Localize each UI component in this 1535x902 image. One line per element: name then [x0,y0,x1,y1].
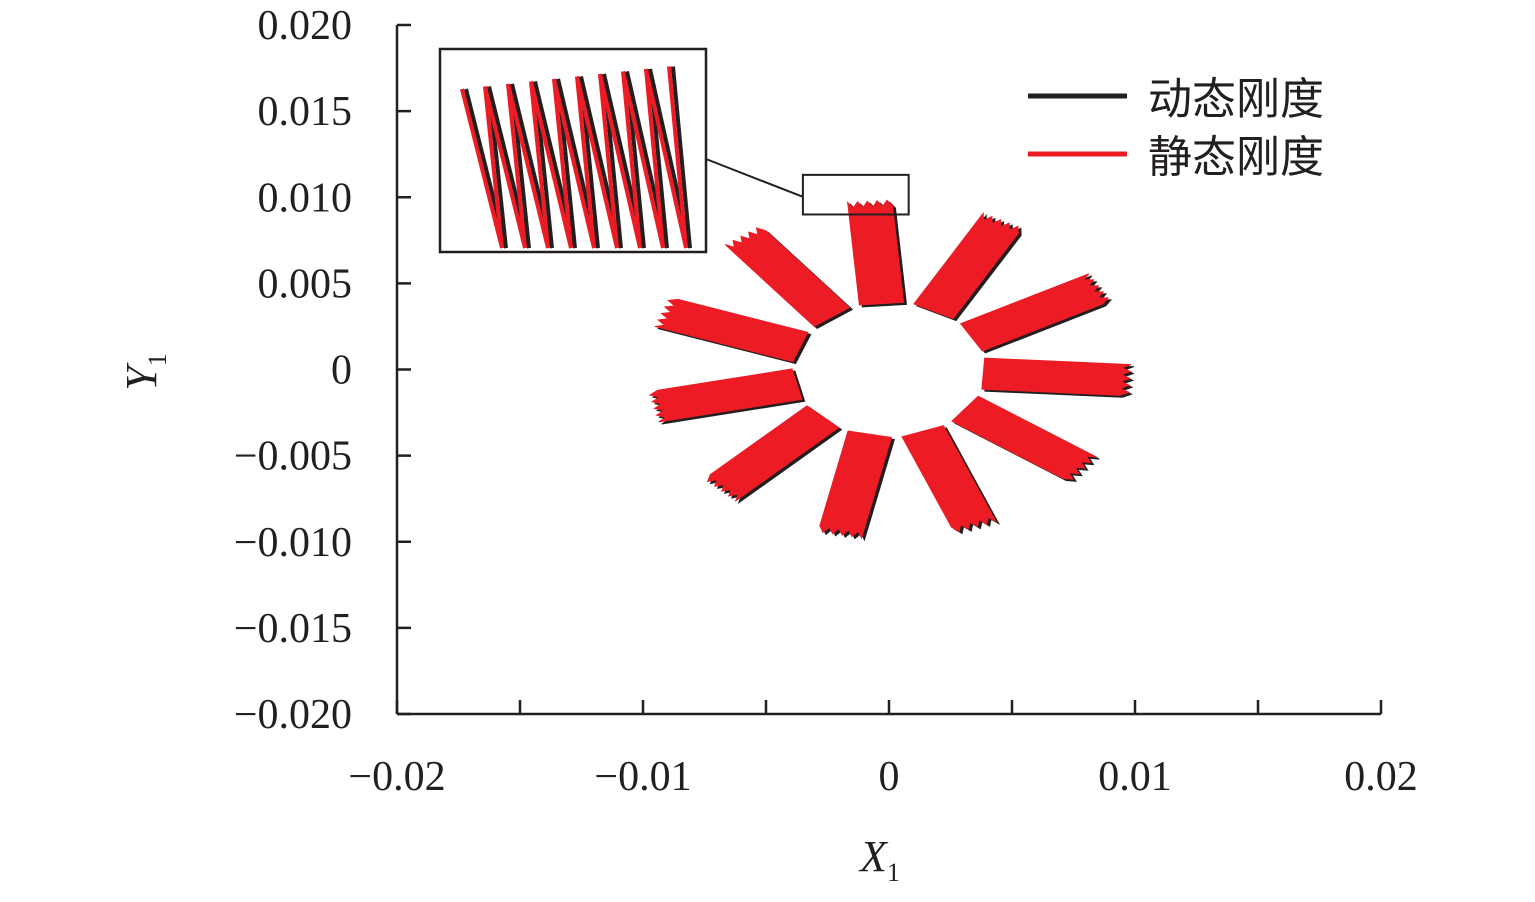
x-tick-label: 0 [879,754,900,800]
y-axis-title: Y1 [117,353,172,390]
y-tick-label: −0.005 [234,434,352,480]
x-tick-label: 0.02 [1344,754,1418,800]
y-tick-label: 0 [331,348,352,394]
y-tick-label: 0.020 [258,3,353,49]
y-tick-label: 0.015 [258,89,353,135]
orbit-layer [648,199,1135,542]
orbit-band [913,211,1019,320]
orbit-band [951,395,1097,480]
zoom-strand [575,73,619,249]
orbit-hole [844,350,934,389]
zoom-strand [487,83,531,249]
zoom-inset [438,47,910,254]
series-1 [648,199,1132,540]
y-tick-label: 0.010 [258,175,353,221]
zoom-strands-static [460,66,688,249]
legend-label-static: 静态刚度 [1148,133,1324,182]
zoom-strand [625,68,669,249]
orbit-band [901,425,998,533]
legend-label-dynamic: 动态刚度 [1148,75,1324,124]
orbit-band [847,199,905,306]
y-axis-label: Y1 [117,353,172,390]
zoom-strand [648,66,692,249]
y-tick-label: −0.020 [234,692,352,738]
zoom-strand [621,68,665,249]
zoom-strand [529,78,573,249]
zoom-connector [705,158,804,198]
zoom-strand [483,83,527,249]
x-tick-label: 0.01 [1098,754,1172,800]
orbit-band [981,357,1132,396]
zoom-strands-dynamic [464,66,692,249]
ticks: 0.0200.0150.0100.0050−0.005−0.010−0.015−… [234,3,1418,800]
zoom-strand [579,73,623,249]
zoom-strand [644,66,688,249]
zoom-strand [460,86,504,249]
zoom-strand [598,71,642,249]
zoom-strand [510,81,554,249]
zoom-strand [602,71,646,249]
orbit-band [654,298,809,363]
y-tick-label: −0.010 [234,520,352,566]
orbit-band [648,368,803,423]
legend: 动态刚度 静态刚度 [1028,75,1324,182]
zoom-source-box [801,173,910,216]
x-tick-label: −0.02 [348,754,445,800]
y-tick-label: 0.005 [258,261,353,307]
orbit-band [819,430,893,540]
x-tick-label: −0.01 [594,754,691,800]
x-axis-label: X1 [858,832,900,887]
zoom-strand [552,76,596,249]
orbit-band [959,273,1110,352]
orbit-band [706,405,840,503]
x-axis-title: X1 [858,832,900,887]
zoom-strand [464,86,508,249]
zoom-strand [506,81,550,249]
zoom-strand [533,78,577,249]
orbit-band [724,227,851,327]
y-tick-label: −0.015 [234,606,352,652]
zoom-strand [556,76,600,249]
